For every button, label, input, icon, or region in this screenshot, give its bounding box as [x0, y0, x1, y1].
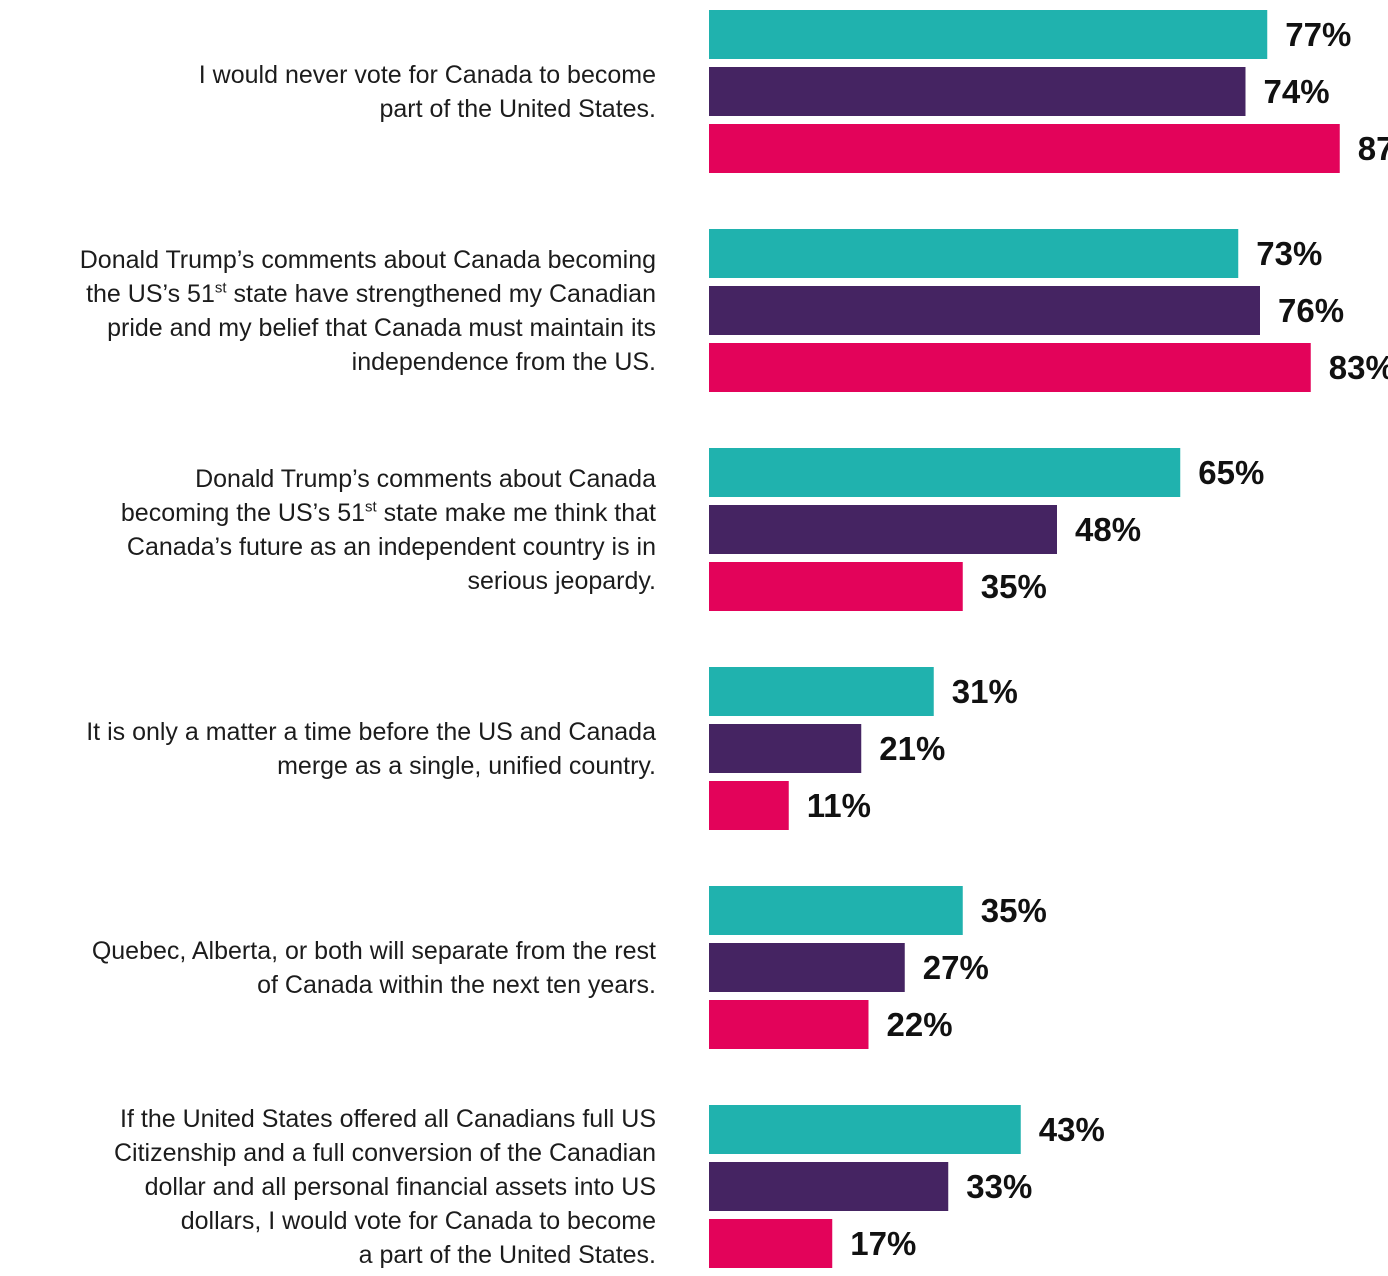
bar-2-1: [709, 229, 1239, 278]
bar-5-1: [709, 886, 963, 935]
data-label-6-2: 33%: [966, 1168, 1032, 1205]
bar-1-3: [709, 124, 1340, 173]
bar-3-2: [709, 505, 1057, 554]
data-label-5-3: 22%: [887, 1006, 953, 1043]
category-label-1: I would never vote for Canada to become p…: [198, 60, 656, 123]
category-label-4: It is only a matter a time before the US…: [86, 717, 656, 780]
data-label-1-2: 74%: [1264, 73, 1330, 110]
data-label-3-2: 48%: [1075, 511, 1141, 548]
category-label-5: Quebec, Alberta, or both will separate f…: [91, 936, 656, 999]
data-label-4-1: 31%: [952, 673, 1018, 710]
data-label-2-3: 83%: [1329, 349, 1388, 386]
bar-5-3: [709, 1000, 869, 1049]
category-label-2: Donald Trump’s comments about Canada bec…: [79, 245, 656, 376]
bar-2-3: [709, 343, 1311, 392]
data-label-1-3: 87%: [1358, 130, 1388, 167]
data-label-4-3: 11%: [807, 787, 871, 824]
bar-4-2: [709, 724, 862, 773]
bar-3-3: [709, 562, 963, 611]
data-label-5-2: 27%: [923, 949, 989, 986]
bar-6-2: [709, 1162, 949, 1211]
bar-1-1: [709, 10, 1268, 59]
category-label-6: If the United States offered all Canadia…: [113, 1104, 656, 1269]
data-label-5-1: 35%: [981, 892, 1047, 929]
data-label-3-3: 35%: [981, 568, 1047, 605]
bar-4-1: [709, 667, 934, 716]
bar-6-3: [709, 1219, 833, 1268]
bar-3-1: [709, 448, 1181, 497]
data-label-3-1: 65%: [1198, 454, 1264, 491]
data-label-2-2: 76%: [1278, 292, 1344, 329]
data-label-6-1: 43%: [1039, 1111, 1105, 1148]
category-label-3: Donald Trump’s comments about Canada beco…: [120, 464, 656, 595]
bar-1-2: [709, 67, 1246, 116]
bar-4-3: [709, 781, 789, 830]
data-label-6-3: 17%: [850, 1225, 916, 1262]
data-label-2-1: 73%: [1256, 235, 1322, 272]
bar-6-1: [709, 1105, 1021, 1154]
data-label-1-1: 77%: [1285, 16, 1351, 53]
bar-5-2: [709, 943, 905, 992]
bar-2-2: [709, 286, 1260, 335]
data-label-4-2: 21%: [879, 730, 945, 767]
